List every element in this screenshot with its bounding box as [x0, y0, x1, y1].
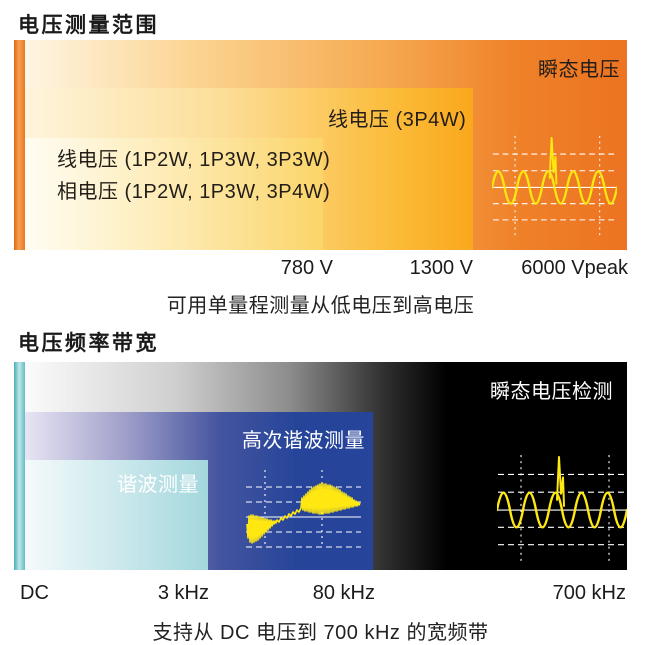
- line-voltage-3p4w-label: 线电压 (3P4W): [328, 109, 467, 131]
- voltage-range-bar: 线电压 (1P2W, 1P3W, 3P3W) 相电压 (1P2W, 1P3W, …: [14, 40, 627, 250]
- line-voltage-low-label: 线电压 (1P2W, 1P3W, 3P3W): [57, 149, 331, 171]
- transient-detection-label: 瞬态电压检测: [490, 381, 613, 403]
- high-harmonic-label: 高次谐波测量: [242, 430, 365, 452]
- voltage-range-section: 电压测量范围 线电压 (1P2W, 1P3W, 3P3W) 相电压 (1P2W,…: [0, 0, 647, 320]
- axis-tick-80khz: 80 kHz: [312, 582, 375, 604]
- harmonic-label: 谐波测量: [117, 474, 199, 496]
- orange-left-cap: [14, 40, 25, 250]
- axis-tick-dc: DC: [20, 582, 49, 604]
- axis-tick-1300v: 1300 V: [409, 257, 473, 279]
- voltage-range-caption: 可用单量程测量从低电压到高电压: [166, 295, 475, 317]
- harmonic-layer: [25, 460, 208, 570]
- frequency-band-caption: 支持从 DC 电压到 700 kHz 的宽频带: [152, 622, 489, 644]
- phase-voltage-label: 相电压 (1P2W, 1P3W, 3P4W): [57, 181, 331, 203]
- low-voltage-layer: 线电压 (1P2W, 1P3W, 3P3W) 相电压 (1P2W, 1P3W, …: [25, 138, 330, 250]
- frequency-band-title: 电压频率带宽: [18, 332, 159, 355]
- transient-voltage-waveform-icon: [492, 135, 617, 238]
- transient-voltage-label: 瞬态电压: [538, 59, 620, 81]
- axis-tick-6000vpeak: 6000 Vpeak: [521, 257, 628, 279]
- voltage-range-title: 电压测量范围: [18, 14, 159, 37]
- transient-detection-waveform-icon: [497, 455, 627, 563]
- teal-left-cap: [14, 362, 25, 570]
- axis-tick-3khz: 3 kHz: [157, 582, 209, 604]
- frequency-band-bar: 瞬态电压检测 高次谐波测量 谐波测量: [14, 362, 627, 570]
- axis-tick-700khz: 700 kHz: [552, 582, 626, 604]
- frequency-band-section: 电压频率带宽 瞬态电压检测 高次谐波测量 谐波测量: [0, 320, 647, 645]
- low-voltage-labels: 线电压 (1P2W, 1P3W, 3P3W) 相电压 (1P2W, 1P3W, …: [57, 144, 330, 208]
- axis-tick-780v: 780 V: [280, 257, 333, 279]
- harmonic-sweep-waveform-icon: [246, 470, 361, 548]
